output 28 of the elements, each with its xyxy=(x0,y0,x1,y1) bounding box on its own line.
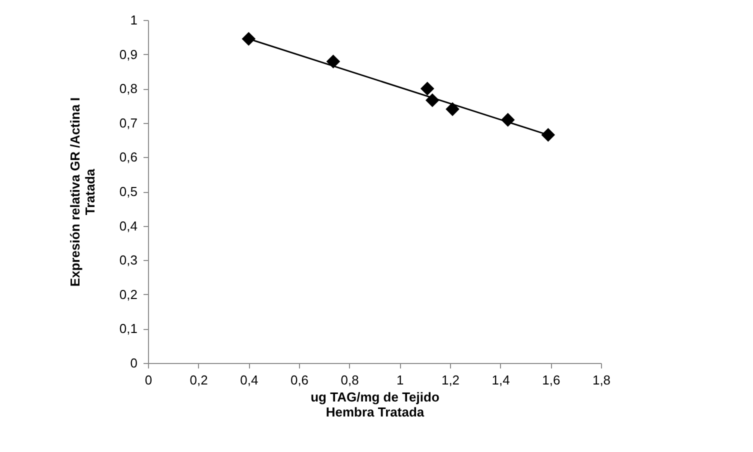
x-tick-label: 0,6 xyxy=(290,372,309,388)
y-axis-title: Expresión relativa GR /Actina I Tratada xyxy=(67,97,98,287)
point xyxy=(242,32,256,46)
x-tick-label: 1,4 xyxy=(492,372,510,388)
x-tick-label: 1,2 xyxy=(441,372,460,388)
point xyxy=(420,82,434,96)
x-axis-title: ug TAG/mg de Tejido Hembra Tratada xyxy=(310,390,440,420)
y-tick-label: 0,9 xyxy=(119,46,138,62)
y-tick-label: 0,3 xyxy=(119,252,138,268)
y-tick-label: 0,4 xyxy=(119,218,138,234)
y-tick-label: 0 xyxy=(130,356,138,370)
point xyxy=(541,128,556,142)
x-tick-label: 1,8 xyxy=(592,372,611,388)
y-tick-label: 0,7 xyxy=(119,115,138,130)
x-tick-label: 0,2 xyxy=(190,372,208,388)
x-tick-label: 1 xyxy=(396,372,404,388)
y-tick-label: 0,8 xyxy=(119,81,138,96)
x-tick-label: 0 xyxy=(144,372,152,388)
point xyxy=(446,102,460,116)
y-tick-label: 1 xyxy=(130,12,138,28)
y-tick-label: 0,1 xyxy=(119,321,138,336)
x-tick-label: 0,4 xyxy=(240,372,258,388)
y-tick-label: 0,5 xyxy=(119,184,138,199)
x-tick-label: 1,6 xyxy=(542,372,560,388)
x-tick-label: 0,8 xyxy=(340,372,359,388)
point xyxy=(326,54,340,68)
y-tick-label: 0,2 xyxy=(119,286,138,302)
y-tick-label: 0,6 xyxy=(119,150,138,165)
